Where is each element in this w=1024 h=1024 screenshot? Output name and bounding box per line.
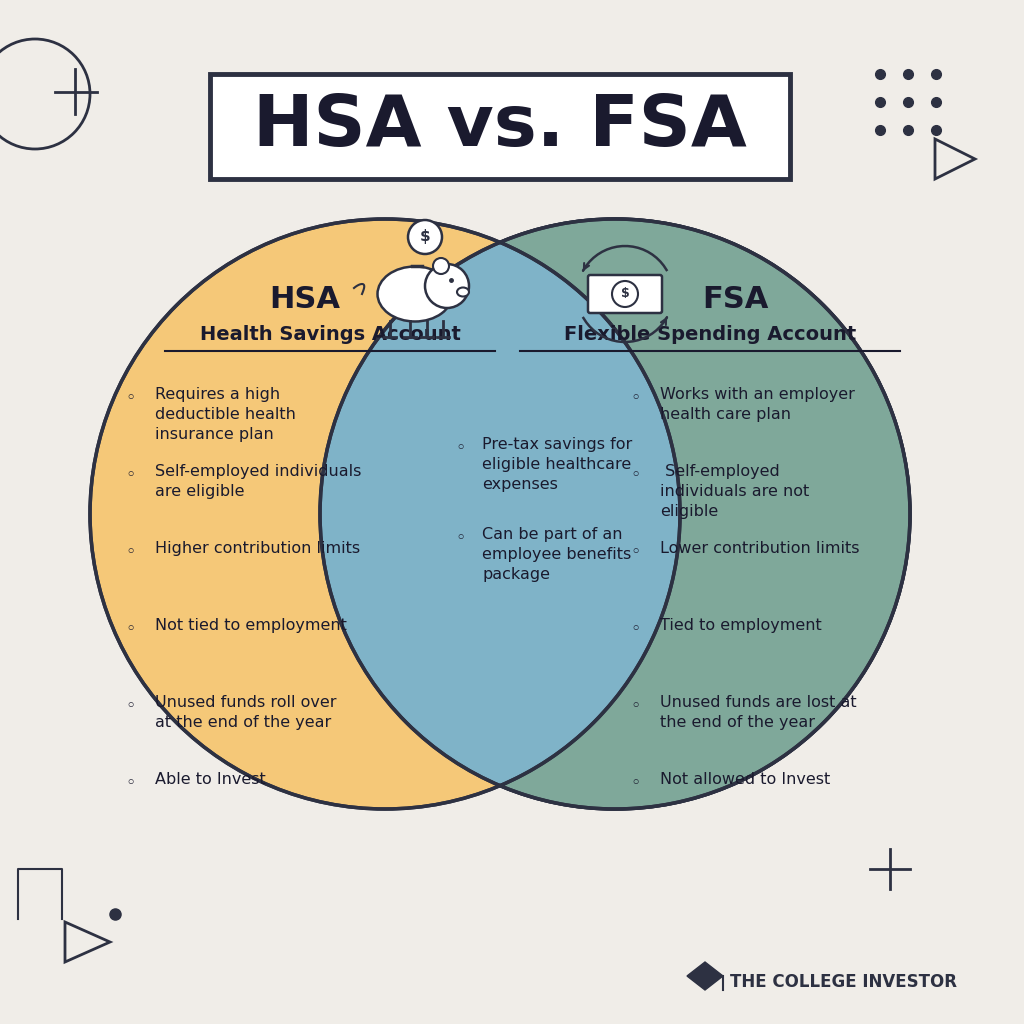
Circle shape <box>433 258 449 274</box>
Text: ◦: ◦ <box>125 543 135 561</box>
Polygon shape <box>500 219 910 809</box>
Text: Lower contribution limits: Lower contribution limits <box>660 541 859 556</box>
Text: ◦: ◦ <box>125 774 135 792</box>
Circle shape <box>612 281 638 307</box>
Text: Self-employed individuals
are eligible: Self-employed individuals are eligible <box>155 464 361 499</box>
Text: THE COLLEGE INVESTOR: THE COLLEGE INVESTOR <box>730 973 957 991</box>
Text: HSA: HSA <box>269 285 341 313</box>
Text: Self-employed
individuals are not
eligible: Self-employed individuals are not eligib… <box>660 464 809 518</box>
Polygon shape <box>687 962 723 990</box>
Circle shape <box>425 264 469 308</box>
Text: ◦: ◦ <box>125 389 135 407</box>
Text: Not allowed to Invest: Not allowed to Invest <box>660 772 830 787</box>
Text: Higher contribution limits: Higher contribution limits <box>155 541 360 556</box>
Text: ◦: ◦ <box>125 620 135 638</box>
Text: FSA: FSA <box>701 285 768 313</box>
Text: Flexible Spending Account: Flexible Spending Account <box>564 325 856 343</box>
Text: Unused funds are lost at
the end of the year: Unused funds are lost at the end of the … <box>660 695 857 730</box>
Text: ◦: ◦ <box>455 529 465 547</box>
Text: ◦: ◦ <box>455 439 465 457</box>
Text: Health Savings Account: Health Savings Account <box>200 325 461 343</box>
Text: ◦: ◦ <box>125 466 135 484</box>
Text: ◦: ◦ <box>630 466 640 484</box>
Text: $: $ <box>420 229 430 245</box>
Text: Able to Invest: Able to Invest <box>155 772 266 787</box>
Text: ◦: ◦ <box>630 543 640 561</box>
Text: $: $ <box>621 288 630 300</box>
Text: Unused funds roll over
at the end of the year: Unused funds roll over at the end of the… <box>155 695 337 730</box>
Text: ◦: ◦ <box>125 697 135 715</box>
FancyBboxPatch shape <box>210 74 790 179</box>
Circle shape <box>408 220 442 254</box>
Circle shape <box>90 219 680 809</box>
Text: Works with an employer
health care plan: Works with an employer health care plan <box>660 387 855 422</box>
Ellipse shape <box>378 266 453 322</box>
Text: Requires a high
deductible health
insurance plan: Requires a high deductible health insura… <box>155 387 296 441</box>
Circle shape <box>319 219 910 809</box>
FancyBboxPatch shape <box>588 275 662 313</box>
Text: Can be part of an
employee benefits
package: Can be part of an employee benefits pack… <box>482 527 631 582</box>
Ellipse shape <box>457 288 469 297</box>
Text: Tied to employment: Tied to employment <box>660 618 821 633</box>
Text: HSA vs. FSA: HSA vs. FSA <box>253 92 746 162</box>
Text: Not tied to employment: Not tied to employment <box>155 618 347 633</box>
Text: ◦: ◦ <box>630 620 640 638</box>
Text: ◦: ◦ <box>630 389 640 407</box>
Text: ◦: ◦ <box>630 697 640 715</box>
Text: ◦: ◦ <box>630 774 640 792</box>
Text: Pre-tax savings for
eligible healthcare
expenses: Pre-tax savings for eligible healthcare … <box>482 437 632 492</box>
